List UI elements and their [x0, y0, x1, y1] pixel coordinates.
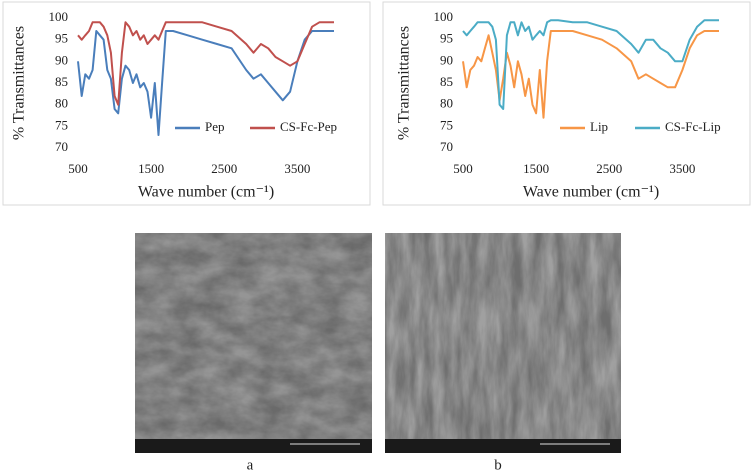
series-line: [77, 30, 334, 136]
x-tick-label: 500: [68, 161, 88, 176]
y-axis-title: % Transmittances: [11, 26, 28, 140]
y-tick-label: 70: [440, 139, 453, 154]
series-line: [462, 19, 719, 110]
y-tick-label: 85: [440, 74, 453, 89]
y-tick-label: 90: [55, 52, 68, 67]
y-tick-label: 90: [440, 52, 453, 67]
x-tick-label: 3500: [669, 161, 695, 176]
y-tick-label: 75: [55, 117, 68, 132]
chart-frame: [382, 1, 751, 206]
x-tick-label: 500: [453, 161, 473, 176]
x-tick-label: 1500: [138, 161, 164, 176]
y-tick-label: 100: [434, 9, 454, 24]
sem-image: [385, 233, 621, 453]
series-line: [77, 21, 334, 106]
y-tick-label: 80: [440, 96, 453, 111]
legend-label: Pep: [205, 119, 225, 134]
sem-image: [135, 233, 372, 453]
legend-label: CS-Fc-Lip: [665, 119, 721, 134]
y-axis-title: % Transmittances: [396, 26, 413, 140]
panel-label: a: [247, 457, 254, 473]
y-tick-label: 100: [49, 9, 69, 24]
x-tick-label: 2500: [211, 161, 237, 176]
x-axis-title: Wave number (cm⁻¹): [523, 184, 659, 201]
y-tick-label: 75: [440, 117, 453, 132]
y-tick-label: 95: [55, 31, 68, 46]
y-tick-label: 85: [55, 74, 68, 89]
panel-label: b: [494, 457, 502, 473]
x-tick-label: 2500: [596, 161, 622, 176]
legend-label: Lip: [590, 119, 608, 134]
series-line: [462, 30, 719, 119]
y-tick-label: 70: [55, 139, 68, 154]
y-tick-label: 95: [440, 31, 453, 46]
y-tick-label: 80: [55, 96, 68, 111]
x-axis-title: Wave number (cm⁻¹): [138, 184, 274, 201]
x-tick-label: 3500: [284, 161, 310, 176]
legend-label: CS-Fc-Pep: [280, 119, 337, 134]
x-tick-label: 1500: [523, 161, 549, 176]
